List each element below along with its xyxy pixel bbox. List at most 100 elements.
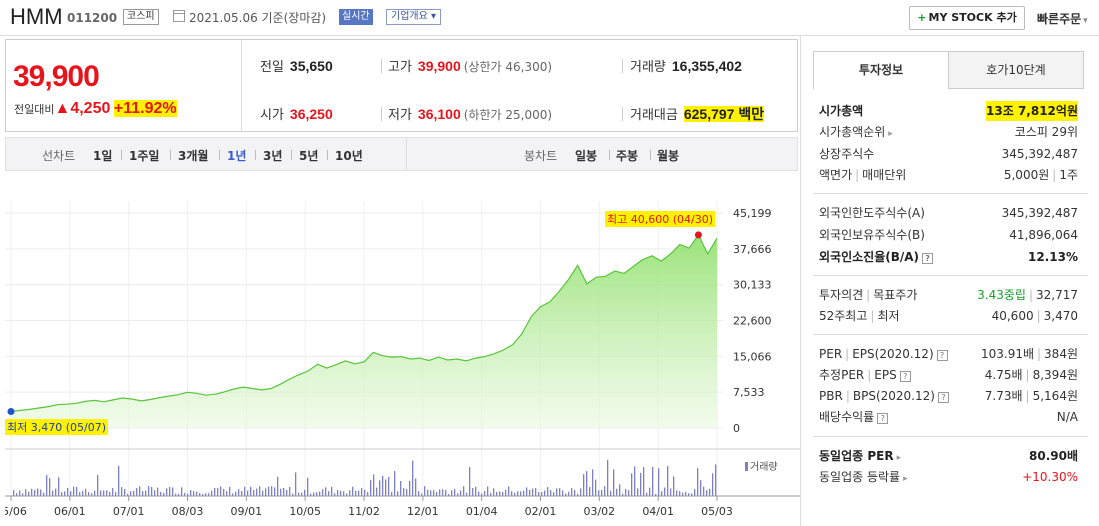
- stat-amount-value: 625,797 백만: [683, 106, 765, 122]
- chevron-down-icon: ▾: [1083, 16, 1088, 26]
- price-box: 39,900 전일대비▲4,250 +11.92%: [5, 39, 241, 132]
- chevron-right-icon: ▸: [903, 474, 908, 484]
- market-badge: 코스피: [123, 9, 159, 25]
- row-per: PER | EPS(2020.12)? 103.91배 | 384원: [819, 347, 1078, 361]
- period-10y[interactable]: 10년: [335, 149, 363, 163]
- tab-hoga-10[interactable]: 호가10단계: [948, 51, 1084, 89]
- current-price: 39,900: [13, 60, 100, 93]
- est-per-value: 4.75배: [984, 368, 1023, 382]
- min-point: [7, 407, 15, 415]
- x-tick-label: 06/01: [54, 505, 86, 518]
- est-per-label: 추정PER: [819, 368, 865, 382]
- row-52week: 52주최고 | 최저 40,600 | 3,470: [819, 309, 1078, 323]
- foreign-hold-label: 외국인보유주식수(B): [819, 228, 925, 242]
- y-tick-label: 37,666: [733, 243, 772, 256]
- help-icon[interactable]: ?: [937, 392, 949, 403]
- row-sector-rate[interactable]: 동일업종 등락률 ▸ +10.30%: [819, 467, 1078, 487]
- stat-open: 시가 36,250: [260, 104, 333, 123]
- period-5y[interactable]: 5년: [299, 149, 319, 163]
- stat-high-label: 고가: [388, 60, 412, 75]
- trade-unit-label: 매매단위: [862, 168, 907, 182]
- sector-rate-value: +10.30%: [1022, 470, 1078, 484]
- price-line: [10, 233, 718, 413]
- x-tick-label: 01/04: [466, 505, 498, 518]
- shares-value: 345,392,487: [1001, 147, 1078, 161]
- x-tick-label: 10/05: [289, 505, 321, 518]
- candle-weekly[interactable]: 주봉: [616, 149, 639, 163]
- price-stats: 전일 35,650 고가 39,900 (상한가 46,300) 거래량 16,355,…: [241, 39, 798, 132]
- stat-open-label: 시가: [260, 108, 284, 123]
- stat-amount-label: 거래대금: [630, 108, 678, 123]
- row-foreign-limit: 외국인한도주식수(A) 345,392,487: [819, 203, 1078, 223]
- x-tick-label: 05/06: [5, 505, 27, 518]
- bps-label: BPS(2020.12): [852, 389, 935, 403]
- add-mystock-button[interactable]: + MY STOCK 추가: [909, 6, 1025, 30]
- x-tick-label: 11/02: [348, 505, 380, 518]
- candle-daily[interactable]: 일봉: [575, 149, 598, 163]
- row-market-cap-rank[interactable]: 시가총액순위 ▸ 코스피 29위: [819, 122, 1078, 142]
- chevron-down-icon: ▾: [431, 11, 437, 22]
- help-icon[interactable]: ?: [922, 253, 934, 264]
- base-date: 2021.05.06 기준(장마감): [189, 11, 327, 25]
- row-foreign-hold: 외국인보유주식수(B) 41,896,064: [819, 225, 1078, 245]
- foreign-limit-label: 외국인한도주식수(A): [819, 206, 925, 220]
- lower-limit: (하한가 25,000): [463, 108, 553, 122]
- calendar-icon: [173, 10, 185, 22]
- w52-high-label: 52주최고: [819, 309, 868, 323]
- foreign-rate-value: 12.13%: [1028, 250, 1078, 264]
- period-1w[interactable]: 1주일: [129, 149, 160, 163]
- period-3m[interactable]: 3개월: [178, 149, 209, 163]
- period-3y[interactable]: 3년: [263, 149, 283, 163]
- y-tick-label: 7,533: [733, 386, 765, 399]
- realtime-button[interactable]: 실시간: [339, 9, 373, 25]
- quick-order-label: 빠른주문: [1037, 12, 1082, 26]
- change-percent: +11.92%: [113, 100, 177, 117]
- volume-legend: 거래량: [745, 458, 778, 473]
- max-point: [694, 231, 702, 239]
- market-cap-label: 시가총액: [819, 104, 864, 118]
- sector-per-value: 80.90배: [1029, 449, 1078, 463]
- shares-label: 상장주식수: [819, 147, 875, 161]
- stat-prev-value: 35,650: [289, 58, 333, 74]
- stat-volume-value: 16,355,402: [671, 58, 742, 74]
- x-tick-label: 05/03: [701, 505, 733, 518]
- dividend-label: 배당수익률: [819, 410, 875, 424]
- dividend-value: N/A: [1056, 410, 1078, 424]
- period-1y[interactable]: 1년: [227, 149, 247, 163]
- stat-open-value: 36,250: [289, 106, 333, 122]
- y-tick-label: 45,199: [733, 207, 772, 220]
- period-1d[interactable]: 1일: [93, 149, 113, 163]
- corp-overview-label: 기업개요: [391, 11, 428, 22]
- price-change: 전일대비▲4,250 +11.92%: [14, 100, 177, 118]
- period-bar: 선차트 1일 1주일 3개월 1년 3년 5년 10년 봉차트 일봉 주봉 월봉: [5, 137, 798, 171]
- y-tick-label: 30,133: [733, 279, 772, 292]
- y-tick-label: 0: [733, 422, 740, 435]
- rank-label: 시가총액순위: [819, 125, 886, 139]
- x-tick-label: 07/01: [113, 505, 145, 518]
- eps-value: 384원: [1044, 347, 1078, 361]
- x-tick-label: 12/01: [407, 505, 439, 518]
- change-label: 전일대비: [14, 103, 55, 116]
- tab-investment-info[interactable]: 투자정보: [813, 51, 949, 89]
- candle-monthly[interactable]: 월봉: [657, 149, 680, 163]
- stat-low-label: 저가: [388, 108, 412, 123]
- market-cap-value: 13조 7,812억원: [986, 101, 1078, 121]
- price-area: [11, 234, 717, 428]
- w52-low-value: 3,470: [1043, 309, 1078, 323]
- corp-overview-dropdown[interactable]: 기업개요 ▾: [386, 9, 442, 25]
- price-chart[interactable]: 45,199 37,666 30,133 22,600 15,066 7,533 0 05/…: [5, 201, 800, 521]
- row-market-cap: 시가총액 13조 7,812억원: [819, 101, 1078, 121]
- help-icon[interactable]: ?: [899, 371, 911, 382]
- quick-order-button[interactable]: 빠른주문 ▾: [1037, 10, 1088, 27]
- row-dividend: 배당수익률? N/A: [819, 407, 1078, 427]
- w52-high-value: 40,600: [991, 309, 1034, 323]
- help-icon[interactable]: ?: [936, 350, 948, 361]
- foreign-rate-label: 외국인소진율(B/A): [819, 250, 920, 264]
- eps-label: EPS(2020.12): [852, 347, 934, 361]
- min-price-annotation: 최저 3,470 (05/07): [5, 419, 109, 435]
- row-sector-per[interactable]: 동일업종 PER ▸ 80.90배: [819, 446, 1078, 466]
- help-icon[interactable]: ?: [877, 413, 889, 424]
- opinion-label: 투자의견: [819, 288, 864, 302]
- row-foreign-rate: 외국인소진율(B/A)? 12.13%: [819, 247, 1078, 267]
- line-chart-label: 선차트: [42, 149, 76, 163]
